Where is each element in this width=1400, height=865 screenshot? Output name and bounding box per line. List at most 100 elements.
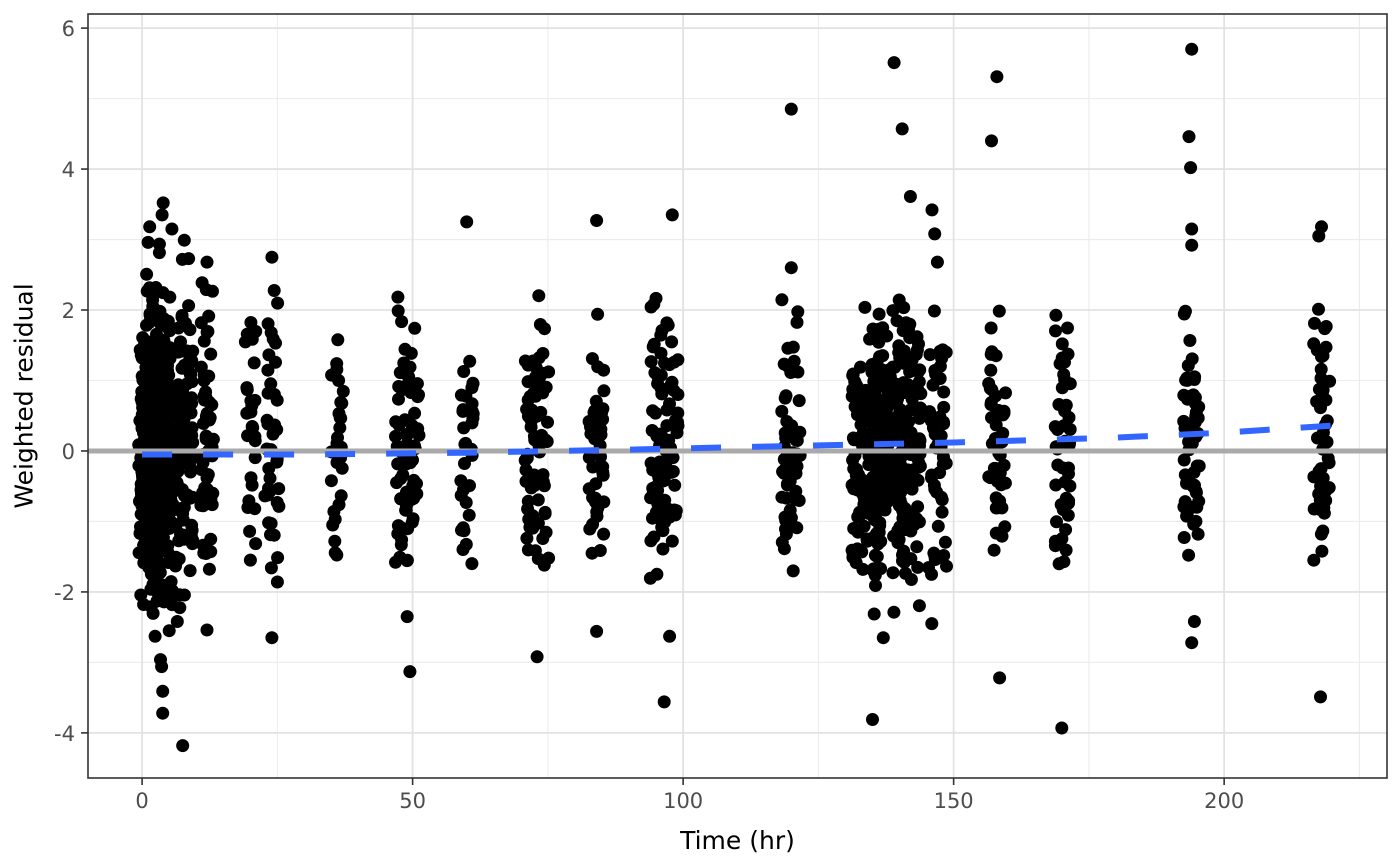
- data-point: [202, 309, 216, 323]
- outlier-point: [1182, 130, 1196, 144]
- data-point: [151, 528, 165, 541]
- data-point: [594, 450, 607, 464]
- data-point: [775, 404, 789, 418]
- data-point: [1314, 362, 1328, 376]
- data-point: [520, 531, 534, 545]
- data-point: [537, 558, 551, 572]
- data-point: [538, 505, 552, 519]
- data-point: [668, 478, 682, 492]
- x-tick-label: 200: [1204, 789, 1244, 813]
- data-point: [1307, 502, 1321, 516]
- data-point: [172, 552, 186, 566]
- data-point: [459, 496, 473, 509]
- data-point: [876, 349, 890, 363]
- data-point: [458, 457, 471, 470]
- data-point: [395, 315, 409, 329]
- data-point: [271, 551, 285, 565]
- data-point: [665, 375, 679, 389]
- data-point: [989, 491, 1003, 505]
- data-point: [183, 394, 197, 408]
- data-point: [1190, 459, 1204, 473]
- data-point: [596, 468, 610, 482]
- data-point: [202, 562, 216, 576]
- data-point: [643, 571, 657, 585]
- data-point: [1307, 337, 1321, 351]
- data-point: [262, 516, 276, 530]
- data-point: [998, 520, 1012, 534]
- data-point: [868, 568, 882, 582]
- data-point: [896, 511, 910, 525]
- data-point: [984, 321, 998, 335]
- data-point: [1312, 302, 1325, 316]
- outlier-point: [200, 255, 214, 269]
- data-point: [656, 474, 669, 488]
- data-point: [1178, 495, 1192, 509]
- outlier-point: [928, 227, 942, 241]
- data-point: [585, 352, 599, 366]
- data-point: [400, 553, 414, 567]
- data-point: [1183, 334, 1197, 347]
- outlier-point: [1185, 222, 1199, 236]
- data-point: [1059, 491, 1073, 505]
- data-point: [925, 617, 939, 631]
- data-point: [1323, 374, 1337, 388]
- data-point: [164, 575, 178, 589]
- data-point: [150, 544, 164, 558]
- outlier-point: [400, 610, 414, 624]
- outlier-point: [165, 222, 179, 236]
- data-point: [648, 366, 662, 380]
- data-point: [161, 463, 175, 477]
- data-point: [661, 318, 675, 332]
- data-point: [197, 368, 211, 382]
- outlier-point: [990, 70, 1004, 84]
- data-point: [394, 472, 408, 486]
- data-point: [886, 566, 900, 580]
- data-point: [244, 316, 258, 329]
- data-point: [786, 564, 800, 578]
- data-point: [389, 415, 403, 429]
- data-point: [655, 387, 669, 401]
- data-point: [936, 450, 950, 464]
- data-point: [778, 391, 792, 405]
- data-point: [270, 575, 284, 589]
- data-point: [198, 393, 211, 407]
- outlier-point: [895, 122, 909, 136]
- data-point: [1188, 370, 1202, 384]
- data-point: [902, 415, 916, 429]
- y-tick-label: 0: [62, 440, 75, 464]
- panel-border: [87, 13, 1388, 779]
- data-point: [184, 367, 198, 381]
- data-point: [792, 394, 806, 408]
- data-point: [850, 408, 864, 422]
- data-point: [163, 290, 177, 304]
- data-point: [1308, 316, 1321, 330]
- data-point: [404, 346, 418, 360]
- data-points: [132, 42, 1337, 753]
- data-point: [1182, 548, 1196, 562]
- outlier-point: [403, 665, 417, 679]
- data-point: [152, 237, 166, 251]
- data-point: [1050, 515, 1063, 529]
- data-point: [883, 370, 897, 384]
- data-point: [586, 517, 600, 531]
- outlier-point: [1055, 721, 1069, 735]
- data-point: [457, 483, 470, 497]
- outlier-point: [1185, 42, 1199, 56]
- data-point: [335, 461, 349, 475]
- data-point: [671, 388, 685, 401]
- data-point: [165, 598, 179, 612]
- data-point: [1058, 355, 1071, 369]
- data-point: [408, 321, 422, 335]
- data-point: [331, 333, 345, 347]
- data-point: [846, 367, 860, 381]
- data-point: [204, 347, 218, 361]
- data-point: [197, 334, 211, 348]
- data-point: [328, 534, 342, 548]
- data-point: [522, 512, 536, 526]
- data-point: [391, 304, 405, 318]
- data-point: [1314, 401, 1327, 415]
- data-point: [904, 573, 918, 586]
- data-point: [644, 456, 658, 470]
- data-point: [872, 361, 886, 375]
- data-point: [391, 527, 405, 541]
